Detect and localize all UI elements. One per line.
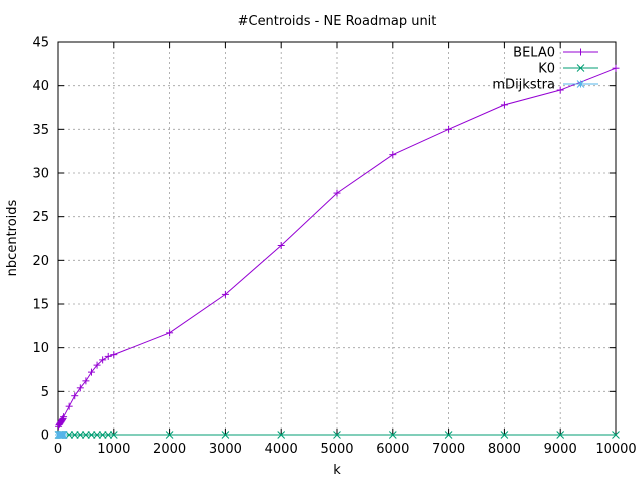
data-point	[104, 352, 112, 360]
data-point	[109, 431, 118, 439]
data-point	[93, 431, 101, 439]
legend-label-bela0: BELA0	[513, 46, 555, 61]
y-tick-label: 35	[32, 123, 49, 138]
x-tick-label: 2000	[153, 442, 186, 457]
data-point	[98, 431, 107, 439]
data-point	[277, 431, 286, 439]
data-point	[65, 402, 73, 410]
x-tick-label: 0	[54, 442, 62, 457]
data-point	[556, 431, 565, 439]
x-tick-label: 1000	[97, 442, 130, 457]
data-point	[59, 414, 67, 422]
data-point	[58, 416, 66, 424]
x-tick-label: 6000	[376, 442, 409, 457]
y-tick-label: 40	[32, 79, 49, 94]
y-tick-label: 5	[41, 385, 49, 400]
y-tick-label: 10	[32, 341, 49, 356]
data-point	[104, 431, 113, 439]
data-point	[110, 351, 118, 359]
series-group	[54, 64, 620, 439]
data-point	[556, 86, 564, 94]
x-tick-label: 7000	[432, 442, 465, 457]
data-point	[388, 431, 397, 439]
series-mdijkstra	[54, 431, 68, 439]
data-point	[389, 151, 397, 159]
y-tick-label: 25	[32, 210, 49, 225]
x-tick-label: 5000	[320, 442, 353, 457]
x-tick-label: 8000	[488, 442, 521, 457]
x-tick-label: 9000	[544, 442, 577, 457]
legend-marker-mdijkstra	[576, 80, 585, 88]
legend-marker-k0	[576, 64, 585, 72]
data-point	[82, 377, 90, 385]
data-point	[333, 189, 341, 197]
data-point	[444, 431, 453, 439]
data-point	[65, 431, 74, 439]
data-point	[221, 290, 229, 298]
series-bela0	[55, 64, 620, 430]
y-axis: 0 5 10 15 20 25 30 35 40 45	[32, 36, 616, 444]
data-point	[87, 368, 95, 376]
data-point	[500, 431, 509, 439]
x-tick-label: 10000	[595, 442, 636, 457]
data-point	[333, 431, 341, 439]
grid	[58, 42, 616, 435]
data-point	[99, 356, 107, 364]
data-point	[277, 241, 285, 249]
y-tick-label: 45	[32, 36, 49, 51]
y-tick-label: 30	[32, 167, 49, 182]
data-point	[76, 431, 85, 439]
x-axis-label: k	[333, 463, 341, 478]
data-point	[221, 431, 230, 439]
x-tick-label: 4000	[265, 442, 298, 457]
data-point	[59, 431, 68, 439]
data-point	[71, 392, 79, 400]
data-point	[165, 431, 174, 439]
legend-label-mdijkstra: mDijkstra	[492, 78, 555, 93]
x-tick-label: 3000	[209, 442, 242, 457]
y-tick-label: 15	[32, 298, 49, 313]
data-point	[82, 431, 90, 439]
y-tick-label: 20	[32, 254, 49, 269]
data-point	[166, 329, 174, 337]
data-point	[500, 101, 508, 109]
legend-label-k0: K0	[538, 62, 555, 77]
legend-marker-bela0	[577, 48, 584, 56]
data-point	[612, 431, 620, 439]
chart-title: #Centroids - NE Roadmap unit	[238, 14, 437, 29]
x-axis: 0 1000 2000 3000 4000 5000 6000 7000 8000 9000 100…	[54, 42, 637, 457]
data-point	[70, 431, 79, 439]
y-axis-label: nbcentroids	[5, 199, 20, 276]
data-point	[445, 125, 453, 133]
data-point	[60, 413, 68, 421]
data-point	[76, 384, 84, 392]
y-tick-label: 0	[41, 429, 49, 444]
data-point	[93, 361, 101, 369]
data-point	[87, 431, 96, 439]
data-point	[612, 64, 620, 72]
